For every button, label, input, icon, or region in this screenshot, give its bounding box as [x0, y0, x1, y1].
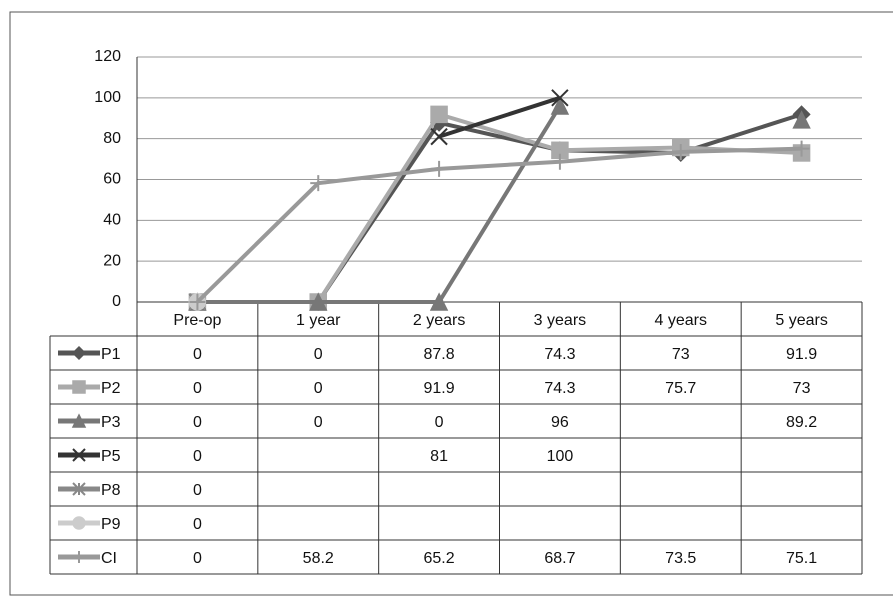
x-tick-label: 4 years — [655, 312, 707, 329]
marker-shape — [71, 413, 87, 428]
table-cell: 0 — [193, 380, 202, 397]
marker-shape — [672, 143, 689, 160]
x-tick-label: 1 year — [296, 312, 341, 329]
marker-shape — [72, 448, 86, 462]
marker — [792, 110, 811, 129]
legend-label: CI — [101, 550, 117, 567]
marker — [309, 292, 328, 311]
series-line — [196, 146, 802, 304]
legend-label: P3 — [101, 414, 121, 431]
marker — [430, 105, 448, 124]
marker — [550, 96, 570, 115]
frame — [9, 11, 893, 596]
table-cell: 0 — [193, 550, 202, 567]
x-tick-label: 3 years — [534, 312, 586, 329]
marker-shape — [431, 160, 448, 177]
marker-shape — [550, 96, 570, 115]
table-cell: 0 — [314, 346, 323, 363]
x-tick-label: Pre-op — [173, 312, 221, 329]
y-tick-label: 20 — [103, 252, 121, 269]
table-cell: 73 — [793, 380, 811, 397]
table-cell: 75.7 — [665, 380, 696, 397]
marker — [431, 160, 448, 177]
marker-shape — [429, 292, 449, 311]
x-tick-label: 5 years — [775, 312, 827, 329]
table-cell: 100 — [547, 448, 574, 465]
marker — [71, 345, 87, 361]
table-cell: 89.2 — [786, 414, 817, 431]
table-cell: 96 — [551, 414, 569, 431]
table-cell: 68.7 — [544, 550, 575, 567]
x-tick-label: 2 years — [413, 312, 465, 329]
marker-shape — [793, 140, 810, 157]
legend-label: P8 — [101, 482, 121, 499]
y-tick-label: 120 — [94, 48, 121, 65]
table-cell: 73.5 — [665, 550, 696, 567]
marker — [430, 127, 448, 146]
marker — [672, 143, 689, 160]
marker-shape — [189, 294, 206, 310]
marker — [310, 175, 327, 192]
legend-label: P5 — [101, 448, 121, 465]
table-cell: 0 — [193, 516, 202, 533]
marker-shape — [309, 292, 328, 311]
marker — [72, 448, 86, 462]
marker-shape — [71, 345, 87, 361]
marker-shape — [72, 380, 86, 394]
marker — [551, 89, 569, 107]
series-line — [197, 112, 803, 304]
legend-label: P2 — [101, 380, 121, 397]
marker — [72, 380, 86, 394]
table-cell: 91.9 — [786, 346, 817, 363]
marker — [189, 294, 206, 310]
table-cell: 0 — [193, 482, 202, 499]
table-cell: 73 — [672, 346, 690, 363]
y-tick-label: 100 — [94, 89, 121, 106]
table-cell: 75.1 — [786, 550, 817, 567]
marker — [551, 153, 568, 170]
marker — [72, 482, 86, 496]
series-line — [438, 95, 561, 139]
y-tick-label: 0 — [112, 293, 121, 310]
marker — [793, 140, 810, 157]
table-cell: 0 — [193, 414, 202, 431]
marker-shape — [551, 89, 569, 107]
marker-shape — [310, 175, 327, 192]
table-cell: 0 — [193, 448, 202, 465]
marker-shape — [430, 105, 448, 124]
marker — [73, 551, 85, 563]
table-cell: 65.2 — [424, 550, 455, 567]
table-cell: 0 — [435, 414, 444, 431]
marker — [72, 516, 86, 530]
marker-shape — [72, 482, 86, 496]
marker-shape — [551, 153, 568, 170]
legend-label: P9 — [101, 516, 121, 533]
table-cell: 0 — [314, 414, 323, 431]
marker-shape — [72, 516, 86, 530]
marker-shape — [792, 110, 811, 129]
y-tick-label: 40 — [103, 212, 121, 229]
marker — [429, 292, 449, 311]
y-tick-label: 80 — [103, 130, 121, 147]
table-cell: 58.2 — [303, 550, 334, 567]
legend-label: P1 — [101, 346, 121, 363]
marker — [71, 413, 87, 428]
table-cell: 91.9 — [424, 380, 455, 397]
table-cell: 0 — [193, 346, 202, 363]
table-cell: 0 — [314, 380, 323, 397]
marker-shape — [430, 127, 448, 146]
table-cell: 87.8 — [424, 346, 455, 363]
table-cell: 74.3 — [544, 380, 575, 397]
y-tick-label: 60 — [103, 171, 121, 188]
table-cell: 81 — [430, 448, 448, 465]
table-cell: 74.3 — [544, 346, 575, 363]
marker-shape — [73, 551, 85, 563]
